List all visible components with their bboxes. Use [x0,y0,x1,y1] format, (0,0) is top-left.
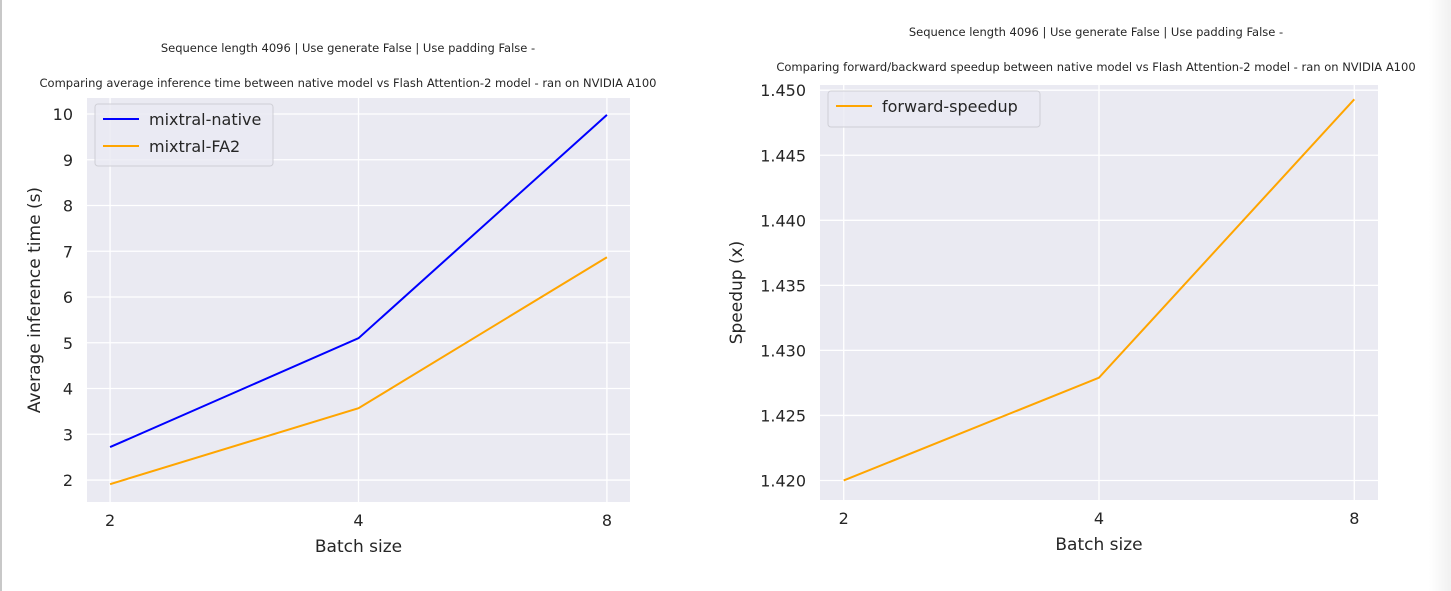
legend-label: forward-speedup [882,97,1018,116]
y-tick-label: 4 [63,380,73,399]
chart-title-line1: Sequence length 4096 | Use generate Fals… [161,41,535,55]
legend-label: mixtral-FA2 [149,137,240,156]
y-tick-label: 1.425 [760,406,806,425]
y-tick-label: 5 [63,334,73,353]
x-tick-label: 8 [1349,509,1359,528]
y-tick-label: 9 [63,151,73,170]
x-tick-label: 8 [602,511,612,530]
legend-box [94,103,274,167]
chart-1: Sequence length 4096 | Use generate Fals… [25,41,656,557]
chart-title-line1: Sequence length 4096 | Use generate Fals… [909,25,1283,39]
y-tick-label: 8 [63,197,73,216]
legend: forward-speedup [827,90,1041,128]
series-line-mixtral-native [109,114,608,449]
right-edge-shadow [1429,0,1451,591]
y-tick-label: 1.440 [760,211,806,230]
y-tick-label: 1.420 [760,471,806,490]
y-tick-label: 7 [63,242,73,261]
y-tick-label: 1.435 [760,276,806,295]
y-tick-label: 1.430 [760,341,806,360]
y-tick-label: 10 [53,105,73,124]
y-tick-label: 1.445 [760,146,806,165]
x-tick-label: 2 [105,511,115,530]
y-tick-label: 6 [63,288,73,307]
x-tick-label: 4 [353,511,363,530]
chart-2: Sequence length 4096 | Use generate Fals… [727,25,1416,555]
y-tick-label: 2 [63,471,73,490]
series-line-forward-speedup [843,98,1356,482]
chart-title-line2: Comparing forward/backward speedup betwe… [776,60,1415,74]
y-tick-label: 3 [63,425,73,444]
legend-box [827,90,1041,128]
series-line-mixtral-FA2 [109,256,608,486]
chart-title-line2: Comparing average inference time between… [40,76,657,90]
y-axis-label: Speedup (x) [727,241,747,345]
x-tick-label: 4 [1094,509,1104,528]
y-tick-label: 1.450 [760,81,806,100]
x-axis-label: Batch size [1055,535,1142,555]
x-tick-label: 2 [839,509,849,528]
y-axis-label: Average inference time (s) [25,187,45,413]
legend-label: mixtral-native [149,110,261,129]
x-axis-label: Batch size [315,537,402,557]
legend: mixtral-native mixtral-FA2 [94,103,274,167]
